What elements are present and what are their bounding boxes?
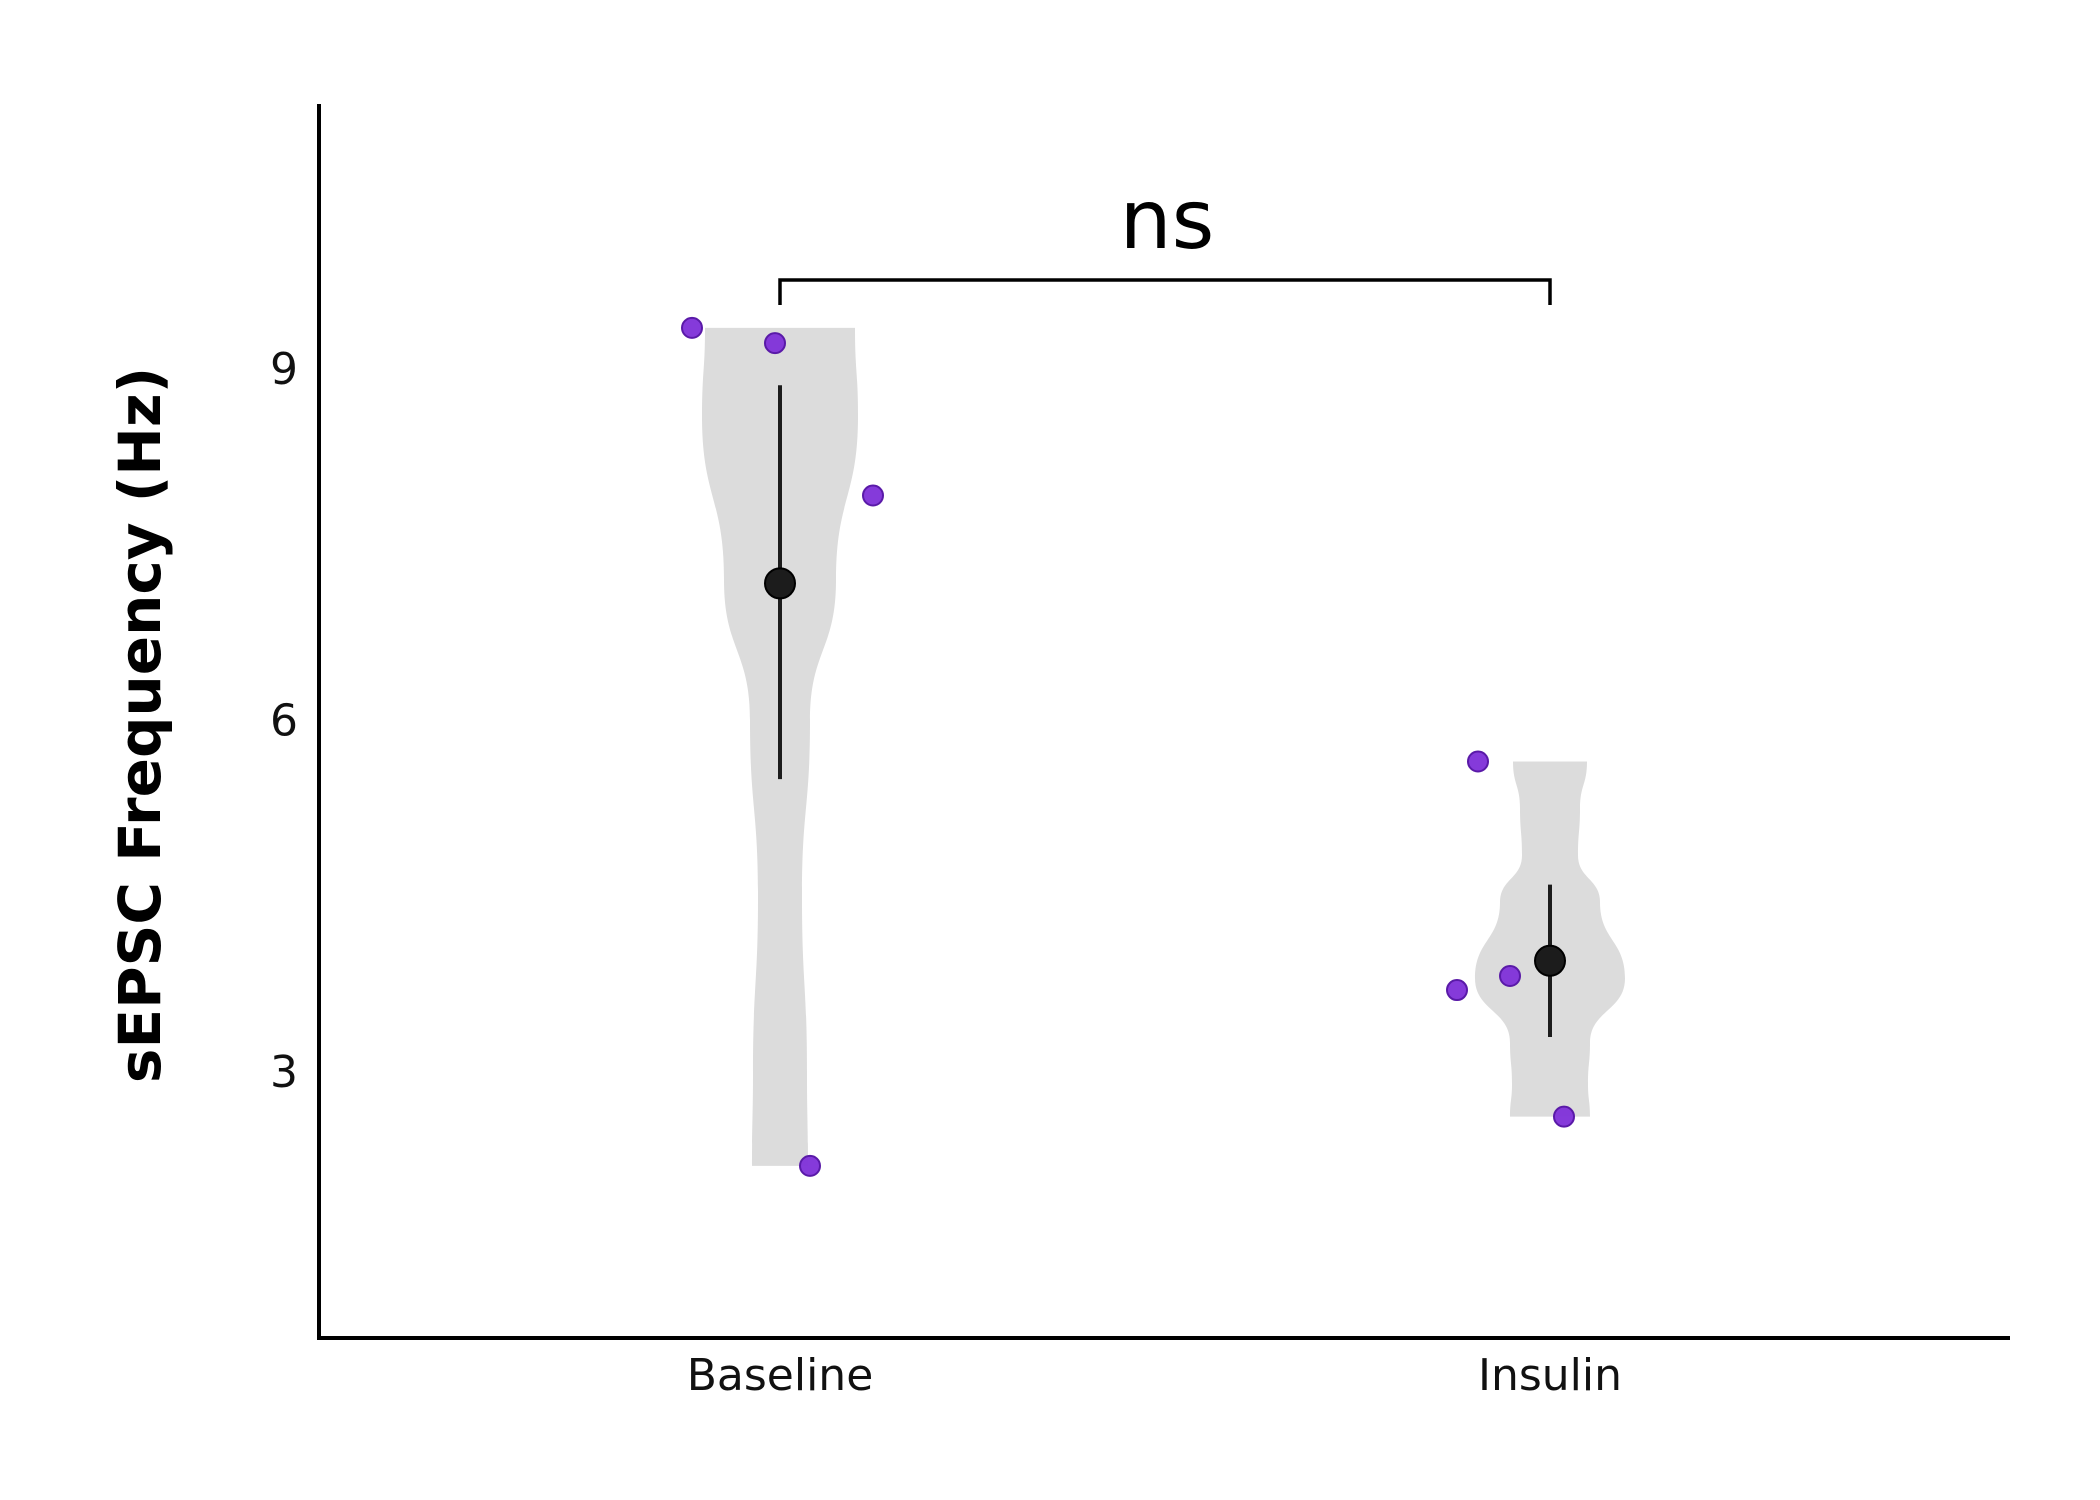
data-point [1467, 750, 1489, 773]
y-tick-labels: 3 6 9 [270, 344, 298, 1098]
data-point [1499, 964, 1521, 987]
x-tick-labels: Baseline Insulin [687, 1350, 1622, 1401]
data-point [764, 332, 786, 355]
mean-marker-insulin [1534, 944, 1566, 977]
y-tick-label: 3 [270, 1047, 298, 1098]
data-point [1446, 979, 1468, 1002]
significance-bracket [778, 278, 1552, 305]
significance-label: ns [1120, 173, 1215, 268]
violin-layer [702, 327, 1625, 1166]
data-point [862, 484, 884, 507]
y-tick-label: 9 [270, 344, 298, 395]
data-point [799, 1154, 821, 1177]
x-tick-label: Insulin [1478, 1350, 1622, 1401]
data-points-layer [681, 316, 1575, 1177]
mean-marker-baseline [764, 567, 796, 600]
data-point [681, 316, 703, 339]
y-axis-title: sEPSC Frequency (Hz) [106, 367, 174, 1083]
data-point [1553, 1105, 1575, 1128]
mean-error-layer [764, 385, 1566, 1037]
y-tick-label: 6 [270, 696, 298, 747]
x-tick-label: Baseline [687, 1350, 874, 1401]
